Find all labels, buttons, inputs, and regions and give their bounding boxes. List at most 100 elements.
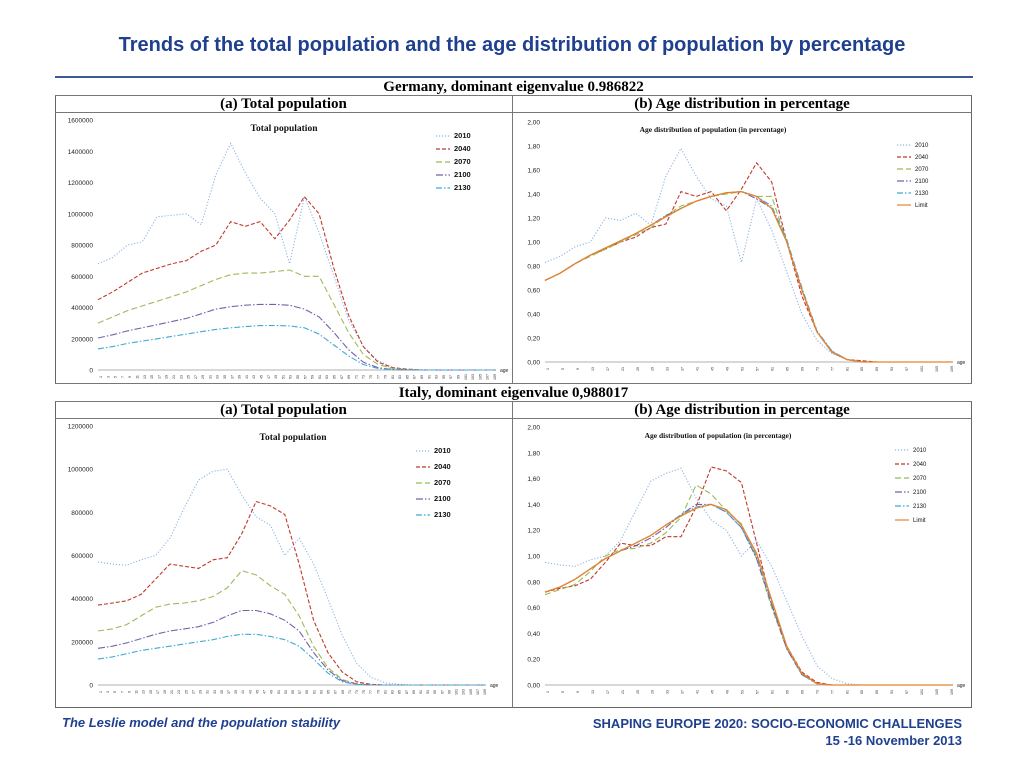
y-tick-label: 1,60 — [527, 168, 540, 175]
y-tick-label: 0,00 — [527, 683, 540, 690]
series-line-2070 — [97, 569, 486, 686]
italy-panel-a-title: (a) Total population — [55, 402, 512, 419]
x-tick-label: 97 — [440, 690, 444, 694]
x-tick-label: 17 — [157, 375, 161, 379]
x-tick-label: 53 — [284, 690, 288, 694]
x-tick-label: 41 — [696, 367, 700, 371]
y-tick-label: 2,00 — [527, 425, 540, 432]
x-tick-label: 75 — [369, 375, 373, 379]
x-tick-label: 43 — [248, 690, 252, 694]
legend-label: 2100 — [915, 179, 929, 185]
legend-label: 2070 — [454, 157, 471, 166]
x-axis-label: age — [490, 683, 499, 689]
x-tick-label: 29 — [201, 375, 205, 379]
x-tick-label: 57 — [298, 690, 302, 694]
x-tick-label: 51 — [277, 690, 281, 694]
x-tick-label: 77 — [376, 375, 380, 379]
x-tick-label: 81 — [845, 367, 849, 371]
x-tick-label: 15 — [150, 375, 154, 379]
x-tick-label: 63 — [325, 375, 329, 379]
x-tick-label: 109 — [950, 366, 954, 372]
x-tick-label: 109 — [493, 374, 497, 380]
x-tick-label: 73 — [815, 367, 819, 371]
italy-header: Italy, dominant eigenvalue 0,988017 — [55, 384, 972, 402]
legend-label: Limit — [913, 518, 926, 524]
y-tick-label: 1,60 — [527, 476, 540, 483]
x-tick-label: 67 — [340, 375, 344, 379]
x-tick-label: 43 — [252, 375, 256, 379]
x-tick-label: 55 — [291, 690, 295, 694]
x-tick-label: 85 — [405, 375, 409, 379]
legend-label: 2040 — [434, 462, 451, 471]
x-tick-label: 23 — [177, 690, 181, 694]
x-tick-label: 5 — [113, 691, 117, 693]
series-line-2040 — [97, 195, 496, 371]
x-axis-label: age — [957, 360, 966, 366]
series-line-2130 — [97, 633, 486, 686]
germany-header: Germany, dominant eigenvalue 0.986822 — [55, 78, 972, 96]
x-tick-label: 53 — [741, 367, 745, 371]
series-line-2130 — [544, 503, 953, 686]
x-tick-label: 57 — [755, 367, 759, 371]
y-tick-label: 0,40 — [527, 631, 540, 638]
x-tick-label: 13 — [591, 367, 595, 371]
x-tick-label: 31 — [206, 690, 210, 694]
x-tick-label: 81 — [383, 690, 387, 694]
y-tick-label: 1600000 — [68, 118, 94, 125]
x-tick-label: 37 — [681, 690, 685, 694]
x-tick-label: 45 — [260, 375, 264, 379]
x-tick-label: 21 — [621, 690, 625, 694]
plot-area: 0,00 0,20 0,40 0,60 0,80 1,00 1,20 1,40 1,60 1,80… — [527, 120, 965, 373]
x-tick-label: 5 — [561, 368, 565, 370]
x-tick-label: 101 — [920, 689, 924, 695]
footer-left-text: The Leslie model and the population stab… — [62, 715, 341, 730]
legend-label: 2130 — [434, 510, 451, 519]
legend-label: 2040 — [913, 462, 927, 468]
chart-title: Age distribution of population (in perce… — [645, 431, 792, 440]
x-tick-label: 25 — [187, 375, 191, 379]
x-tick-label: 81 — [845, 690, 849, 694]
x-tick-label: 69 — [341, 690, 345, 694]
x-tick-label: 37 — [230, 375, 234, 379]
x-tick-label: 89 — [412, 690, 416, 694]
x-tick-label: 47 — [267, 375, 271, 379]
series-line-2010 — [97, 142, 496, 371]
series-line-2130 — [97, 324, 496, 371]
legend-label: 2100 — [434, 494, 451, 503]
title-underline — [55, 76, 973, 78]
legend-label: 2100 — [913, 490, 927, 496]
y-tick-label: 200000 — [71, 336, 93, 343]
y-tick-label: 1,00 — [527, 554, 540, 561]
x-axis-label: age — [500, 368, 509, 374]
italy-age-distribution-chart: 0,00 0,20 0,40 0,60 0,80 1,00 1,20 1,40 1,60 1,80… — [527, 425, 966, 696]
x-tick-label: 71 — [348, 690, 352, 694]
y-tick-label: 400000 — [71, 596, 93, 603]
x-tick-label: 97 — [449, 375, 453, 379]
y-tick-label: 1,80 — [527, 144, 540, 151]
series-line-2100 — [97, 609, 486, 686]
x-tick-label: 103 — [471, 374, 475, 380]
x-tick-label: 65 — [332, 375, 336, 379]
y-tick-label: 0,40 — [527, 312, 540, 319]
x-axis-label: age — [957, 683, 966, 689]
series-line-2070 — [544, 191, 953, 363]
y-tick-label: 0 — [89, 683, 93, 690]
x-tick-label: 73 — [355, 690, 359, 694]
x-tick-label: 63 — [319, 690, 323, 694]
x-tick-label: 71 — [354, 375, 358, 379]
x-tick-label: 91 — [427, 375, 431, 379]
x-tick-label: 57 — [303, 375, 307, 379]
x-tick-label: 27 — [194, 375, 198, 379]
x-tick-label: 65 — [327, 690, 331, 694]
x-tick-label: 77 — [830, 690, 834, 694]
x-tick-label: 49 — [270, 690, 274, 694]
x-tick-label: 101 — [455, 689, 459, 695]
x-tick-label: 13 — [591, 690, 595, 694]
x-tick-label: 93 — [435, 375, 439, 379]
x-tick-label: 29 — [651, 690, 655, 694]
x-tick-label: 33 — [666, 690, 670, 694]
x-tick-label: 31 — [208, 375, 212, 379]
x-tick-label: 25 — [636, 690, 640, 694]
chart-title: Total population — [260, 433, 328, 443]
x-tick-label: 61 — [318, 375, 322, 379]
